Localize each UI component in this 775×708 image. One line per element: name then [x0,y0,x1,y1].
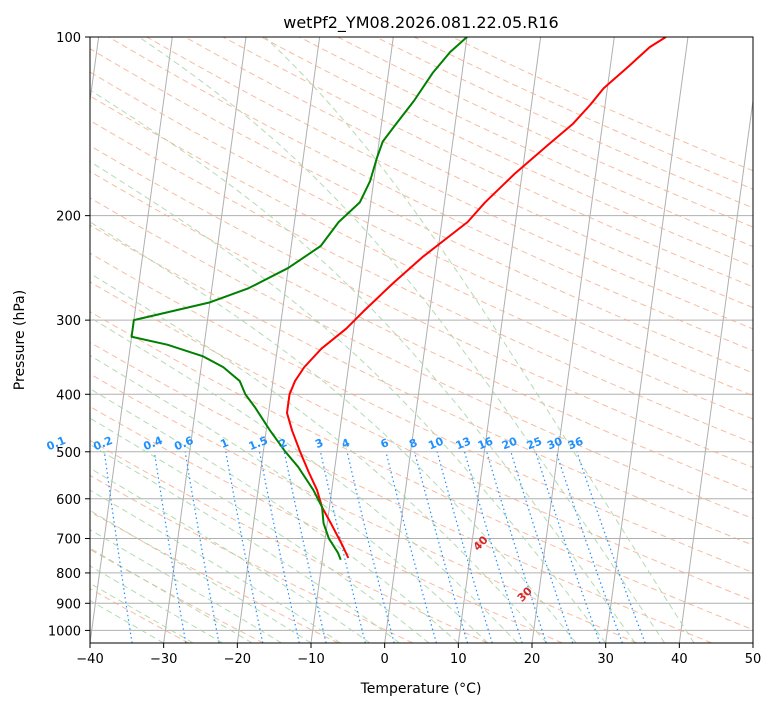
dry-adiabat-line [184,37,753,309]
mixing-ratio-line [153,451,187,643]
moist-adiabat-line [90,467,371,643]
mixing-ratio-line [413,451,469,643]
mixing-ratio-line [319,451,366,643]
y-axis: 100 200 300 400 500 600 700 800 900 1000 [48,31,90,639]
mixing-ratio-line [436,451,493,643]
dry-adiabat-line [90,48,753,374]
mixing-ratio-label: 3 [313,436,325,451]
plot-frame [89,36,754,644]
dry-adiabat-line [90,406,563,643]
y-tick-label: 300 [56,314,81,329]
mixing-ratio-label: 36 [566,435,585,453]
dry-adiabat-line [90,119,753,444]
isotherm-line [384,37,468,643]
dry-adiabat-line [90,341,712,643]
y-tick-label: 700 [56,533,81,548]
y-tick-label: 800 [56,567,81,582]
isotherm-line [457,37,542,643]
mixing-ratio-line [385,451,437,643]
mixing-ratio-label: 25 [525,435,544,453]
mixing-ratio-line [225,451,264,643]
dry-adiabat-line [90,197,753,520]
mixing-ratio-label: 16 [476,435,495,453]
dry-adiabat-line [222,37,753,288]
mixing-ratio-label: 10 [426,435,445,453]
mixing-ratio-label: 20 [500,435,519,453]
x-axis-title: Temperature (°C) [360,681,482,697]
dry-adiabat-line [108,37,753,352]
dry-adiabat-line [261,37,753,268]
x-tick-label: −40 [76,652,103,667]
plot-background [90,37,753,643]
moist-adiabat-line [90,417,430,643]
y-tick-label: 500 [56,446,81,461]
x-tick-label: 40 [671,652,688,667]
dry-adiabat-line [90,224,753,546]
profile-series [130,37,667,561]
mixing-ratio-label: 2 [277,436,289,451]
dry-adiabat-line [90,71,753,397]
x-tick-label: 30 [597,652,614,667]
background-lines [90,37,753,643]
y-tick-label: 900 [56,597,81,612]
x-axis: −40 −30 −20 −10 0 10 20 30 40 50 [76,643,761,667]
dry-adiabat-line [299,37,753,248]
y-tick-label: 600 [56,493,81,508]
moist-adiabat-line [90,160,607,643]
y-tick-label: 100 [56,31,81,46]
dry-adiabat-line [337,37,753,228]
y-tick-label: 1000 [48,624,81,639]
dry-adiabat-line [452,37,753,172]
moist-adiabat-line [90,529,282,643]
dry-adiabat-line [375,37,753,209]
dry-adiabat-line [90,252,753,574]
dry-adiabat-line [90,439,488,643]
mixing-ratio-line [486,451,547,643]
x-tick-label: 20 [524,652,541,667]
mixing-ratio-label: 8 [407,436,419,451]
isotherm-line [90,37,173,643]
dry-adiabat-line [90,281,753,602]
chart-title: wetPf2_YM08.2026.081.22.05.R16 [283,13,558,33]
mixing-ratio-line [463,451,523,643]
y-tick-label: 200 [56,210,81,225]
x-tick-label: 0 [381,652,389,667]
temperature-profile-line [286,37,667,559]
x-tick-label: 10 [450,652,467,667]
moist-adiabat-line [90,221,577,643]
dewpoint-profile-line [130,37,468,561]
mixing-ratio-line [346,451,395,643]
mixing-ratio-line [103,451,133,643]
mixing-ratio-line [283,451,327,643]
dry-adiabat-line [146,37,753,330]
moist-adiabat-line [90,354,489,643]
dry-adiabat-line [90,145,753,469]
x-tick-label: −10 [297,652,324,667]
moist-adiabat-line [90,272,548,643]
y-axis-title: Pressure (hPa) [12,290,28,390]
dry-adiabat-line [90,95,753,420]
mixing-ratio-line [184,451,220,643]
mixing-ratio-line [510,451,574,643]
x-tick-label: −30 [150,652,177,667]
dry-adiabat-line [413,37,753,190]
dry-adiabat-line [90,311,753,631]
mixing-ratio-line [258,451,300,643]
x-tick-label: −20 [224,652,251,667]
isotherm-line [236,37,321,643]
mixing-ratio-label: 30 [545,435,564,453]
moist-adiabat-line [90,316,518,643]
dry-adiabat-line [90,170,753,494]
isotherm-line [678,96,753,643]
y-tick-label: 400 [56,388,81,403]
moist-adiabat-line [90,89,636,643]
moist-adiabat-line [138,37,666,643]
x-tick-label: 50 [745,652,762,667]
mixing-ratio-label: 1 [218,436,230,451]
mixing-ratio-label: 13 [454,435,473,453]
moist-adiabat-line [90,443,400,643]
